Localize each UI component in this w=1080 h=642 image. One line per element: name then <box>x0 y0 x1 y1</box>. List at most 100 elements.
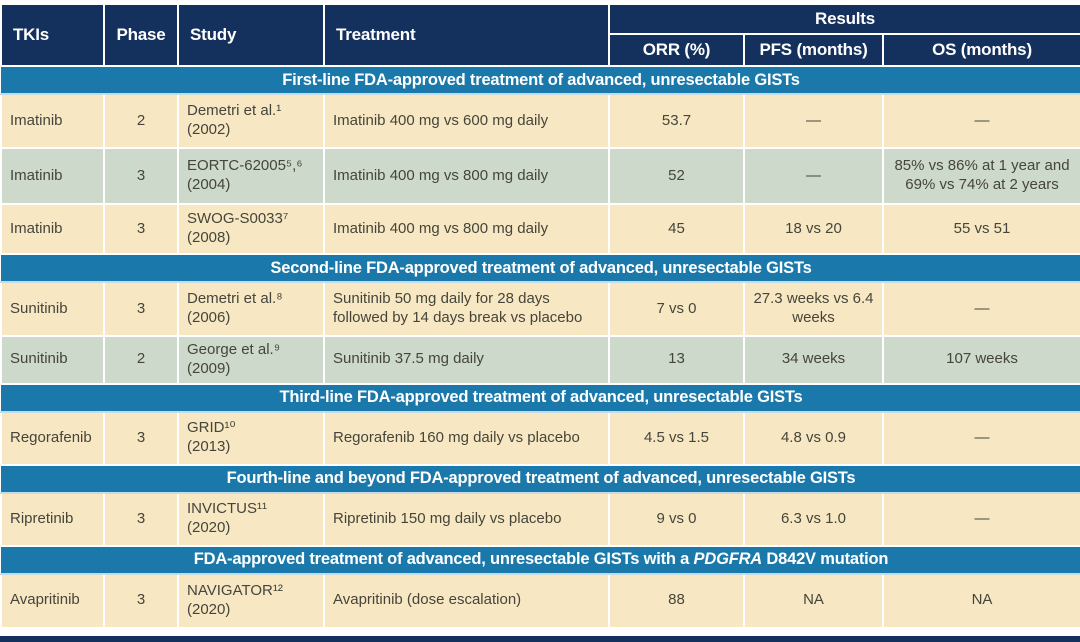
cell-orr: 13 <box>608 335 745 385</box>
section-banner-1: First-line FDA-approved treatment of adv… <box>1 65 1080 95</box>
cell-pfs: 34 weeks <box>743 335 884 385</box>
section-banner-5: FDA-approved treatment of advanced, unre… <box>1 544 1080 575</box>
cell-tki: Sunitinib <box>0 335 105 385</box>
section-title-text: First-line FDA-approved treatment of adv… <box>282 70 800 89</box>
cell-tki: Ripretinib <box>0 491 105 547</box>
cell-pfs: 18 vs 20 <box>743 203 884 255</box>
cell-study: Demetri et al.¹ (2002) <box>177 93 325 149</box>
cell-tki: Imatinib <box>0 147 105 205</box>
cell-orr: 88 <box>608 572 745 629</box>
study-year: (2020) <box>187 600 231 618</box>
cell-study: EORTC-62005⁵,⁶ (2004) <box>177 147 325 205</box>
cell-phase: 3 <box>103 281 179 337</box>
cell-os: 55 vs 51 <box>881 203 1080 255</box>
col-header-os: OS (months) <box>881 33 1080 67</box>
section-banner-2: Second-line FDA-approved treatment of ad… <box>1 253 1080 283</box>
cell-os: 107 weeks <box>881 335 1080 385</box>
cell-orr: 45 <box>608 203 745 255</box>
cell-phase: 2 <box>103 335 179 385</box>
cell-tki: Avapritinib <box>0 572 105 629</box>
cell-treatment: Ripretinib 150 mg daily vs placebo <box>323 491 610 547</box>
table-row: Imatinib 2 Demetri et al.¹ (2002) Imatinib 4… <box>0 93 1080 149</box>
cell-os: — <box>881 491 1080 547</box>
col-header-tkis: TKIs <box>0 3 105 67</box>
table-row: Ripretinib 3 INVICTUS¹¹ (2020) Ripretinib 15… <box>0 491 1080 547</box>
cell-orr: 53.7 <box>608 93 745 149</box>
cell-phase: 3 <box>103 147 179 205</box>
study-name: Demetri et al.⁸ <box>187 290 283 308</box>
section-title-text: D842V mutation <box>762 550 889 568</box>
study-name: INVICTUS¹¹ <box>187 500 267 518</box>
study-year: (2006) <box>187 309 231 326</box>
cell-orr: 7 vs 0 <box>608 281 745 337</box>
cell-tki: Sunitinib <box>0 281 105 337</box>
cell-orr: 4.5 vs 1.5 <box>608 410 745 466</box>
cell-os: NA <box>881 572 1080 629</box>
col-header-orr: ORR (%) <box>608 33 745 67</box>
study-name: George et al.⁹ <box>187 341 281 358</box>
cell-treatment: Sunitinib 50 mg daily for 28 days follow… <box>323 281 610 337</box>
col-header-study: Study <box>177 3 325 67</box>
cell-phase: 3 <box>103 203 179 255</box>
cell-pfs: 4.8 vs 0.9 <box>743 410 884 466</box>
cell-pfs: NA <box>743 572 884 629</box>
cell-phase: 3 <box>103 410 179 466</box>
cell-phase: 3 <box>103 572 179 629</box>
table-row: Imatinib 3 EORTC-62005⁵,⁶ (2004) Imatinib 40… <box>0 147 1080 205</box>
section-banner-3: Third-line FDA-approved treatment of adv… <box>1 382 1080 413</box>
study-name: SWOG-S0033⁷ <box>187 210 289 228</box>
tki-gist-results-table: TKIs Phase Study Treatment Results ORR (… <box>0 3 1080 629</box>
cell-tki: Imatinib <box>0 93 105 149</box>
study-year: (2002) <box>187 121 231 138</box>
cell-os: — <box>881 410 1080 466</box>
study-year: (2009) <box>187 359 231 377</box>
study-name: EORTC-62005⁵,⁶ <box>187 157 303 175</box>
study-name: GRID¹⁰ <box>187 419 236 437</box>
table-header: TKIs Phase Study Treatment Results ORR (… <box>0 3 1080 67</box>
cell-phase: 2 <box>103 93 179 149</box>
cell-pfs: — <box>743 93 884 149</box>
study-name: NAVIGATOR¹² <box>187 581 283 599</box>
cell-orr: 52 <box>608 147 745 205</box>
cell-treatment: Imatinib 400 mg vs 800 mg daily <box>323 147 610 205</box>
study-year: (2013) <box>187 438 231 455</box>
col-header-pfs: PFS (months) <box>743 33 884 67</box>
table-row: Sunitinib 3 Demetri et al.⁸ (2006) Sunitinib… <box>0 281 1080 337</box>
study-year: (2008) <box>187 229 231 246</box>
cell-treatment: Avapritinib (dose escalation) <box>323 572 610 629</box>
cell-os: — <box>881 281 1080 337</box>
cell-pfs: 6.3 vs 1.0 <box>743 491 884 547</box>
section-title-text: FDA-approved treatment of advanced, unre… <box>193 550 694 568</box>
cell-study: INVICTUS¹¹ (2020) <box>177 491 325 547</box>
cell-os: — <box>881 93 1080 149</box>
col-header-treatment: Treatment <box>323 3 610 67</box>
section-title-italic: PDGFRA <box>693 550 763 568</box>
cell-treatment: Imatinib 400 mg vs 600 mg daily <box>323 93 610 149</box>
cell-study: NAVIGATOR¹² (2020) <box>177 572 325 629</box>
cell-tki: Imatinib <box>0 203 105 255</box>
study-year: (2020) <box>187 519 231 536</box>
cell-study: Demetri et al.⁸ (2006) <box>177 281 325 337</box>
cell-study: George et al.⁹ (2009) <box>177 335 325 385</box>
table-body: First-line FDA-approved treatment of adv… <box>0 65 1080 629</box>
cell-study: SWOG-S0033⁷ (2008) <box>177 203 325 255</box>
table-row: Imatinib 3 SWOG-S0033⁷ (2008) Imatinib 400 m… <box>0 203 1080 255</box>
cell-tki: Regorafenib <box>0 410 105 466</box>
cell-phase: 3 <box>103 491 179 547</box>
section-title-text: Fourth-line and beyond FDA-approved trea… <box>226 469 856 487</box>
table-row: Regorafenib 3 GRID¹⁰ (2013) Regorafenib 160 … <box>0 410 1080 466</box>
col-header-phase: Phase <box>103 3 179 67</box>
table-row: Avapritinib 3 NAVIGATOR¹² (2020) Avapritinib… <box>0 572 1080 629</box>
table-row: Sunitinib 2 George et al.⁹ (2009) Sunitinib … <box>0 335 1080 385</box>
cell-orr: 9 vs 0 <box>608 491 745 547</box>
cell-treatment: Sunitinib 37.5 mg daily <box>323 335 610 385</box>
cell-pfs: — <box>743 147 884 205</box>
section-banner-4: Fourth-line and beyond FDA-approved trea… <box>1 463 1080 494</box>
section-title-text: Third-line FDA-approved treatment of adv… <box>279 388 803 406</box>
study-name: Demetri et al.¹ <box>187 102 282 120</box>
cell-study: GRID¹⁰ (2013) <box>177 410 325 466</box>
section-title-text: Second-line FDA-approved treatment of ad… <box>270 258 812 277</box>
cell-pfs: 27.3 weeks vs 6.4 weeks <box>743 281 884 337</box>
cell-treatment: Regorafenib 160 mg daily vs placebo <box>323 410 610 466</box>
study-year: (2004) <box>187 176 231 193</box>
